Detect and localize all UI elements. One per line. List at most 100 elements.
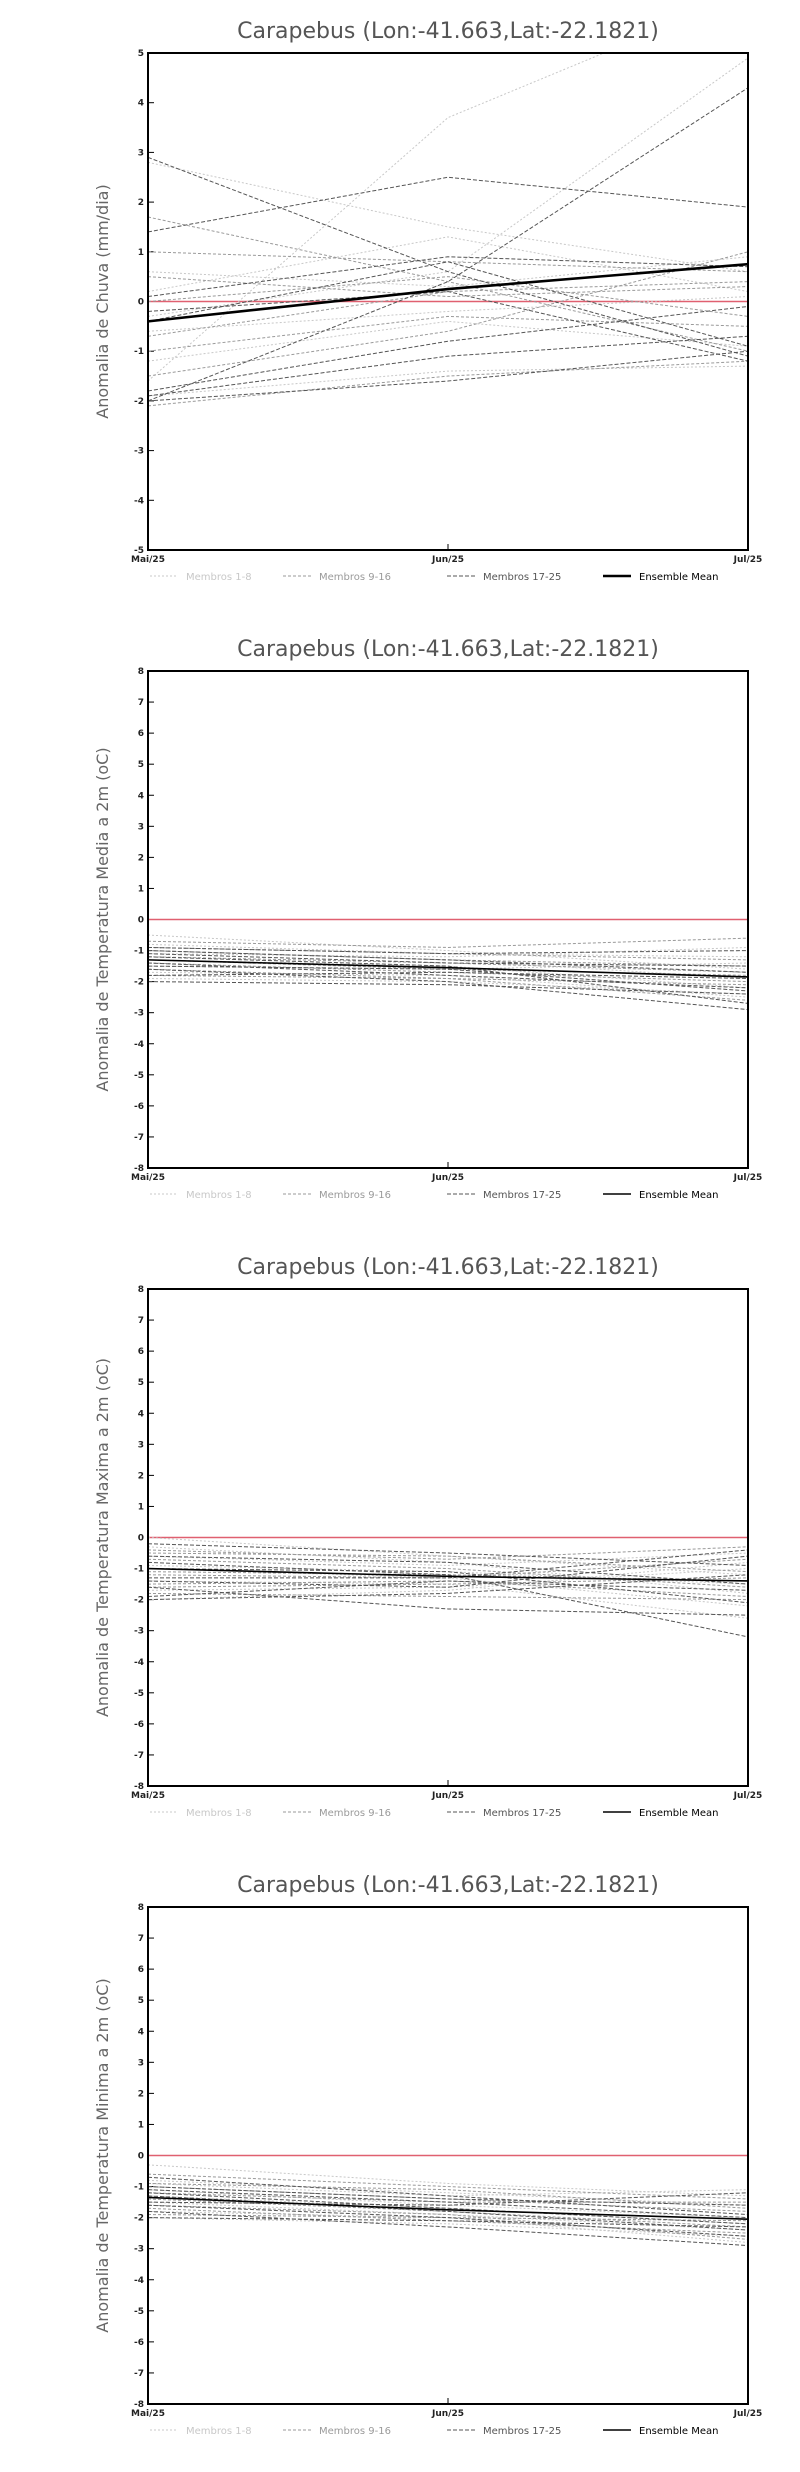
member-line <box>148 2217 748 2237</box>
y-tick-label: 2 <box>138 198 144 208</box>
y-tick-label: 3 <box>138 148 144 158</box>
member-line <box>148 968 748 1011</box>
series-group <box>148 918 748 1011</box>
legend-label: Membros 17-25 <box>483 1808 561 1819</box>
y-tick-label: 4 <box>138 791 144 801</box>
member-line <box>148 1574 748 1601</box>
member-line <box>148 2173 748 2200</box>
y-tick-label: 1 <box>138 2120 144 2130</box>
legend-label: Membros 9-16 <box>319 572 391 583</box>
member-line <box>148 946 748 958</box>
y-tick-label: 7 <box>138 1934 144 1944</box>
legend: Membros 1-8 Membros 9-16 Membros 17-25 Ense… <box>150 2426 718 2437</box>
x-tick-label: Jul/25 <box>733 555 763 565</box>
y-tick-label: 3 <box>138 2058 144 2068</box>
member-line <box>148 87 748 402</box>
chart-title: Carapebus (Lon:-41.663,Lat:-22.1821) <box>237 1873 659 1898</box>
y-tick-label: 2 <box>138 853 144 863</box>
member-line <box>148 161 748 273</box>
legend-label: Membros 9-16 <box>319 1808 391 1819</box>
y-tick-label: 3 <box>138 1440 144 1450</box>
y-tick-label: 3 <box>138 822 144 832</box>
line-chart-1: Carapebus (Lon:-41.663,Lat:-22.1821) Anom… <box>93 19 763 583</box>
x-tick-label: Jul/25 <box>733 2409 763 2419</box>
y-tick-label: 4 <box>138 1409 144 1419</box>
member-line <box>148 1561 748 1601</box>
member-line <box>148 276 748 298</box>
member-line <box>148 1568 748 1604</box>
y-tick-label: -6 <box>134 2338 144 2348</box>
series-group <box>148 53 748 407</box>
x-tick-label: Jul/25 <box>733 1791 763 1801</box>
y-tick-label: -5 <box>134 1689 144 1699</box>
y-tick-label: -7 <box>134 2369 144 2379</box>
ensemble-mean-line <box>148 262 748 323</box>
legend-label: Ensemble Mean <box>639 2426 718 2437</box>
legend-label: Membros 1-8 <box>186 2426 252 2437</box>
member-line <box>148 156 748 357</box>
member-line <box>148 2164 748 2197</box>
y-tick-label: -5 <box>134 1071 144 1081</box>
chart-title: Carapebus (Lon:-41.663,Lat:-22.1821) <box>237 1255 659 1280</box>
y-tick-label: 0 <box>138 1534 144 1544</box>
x-tick-label: Mai/25 <box>131 1791 165 1801</box>
legend-label: Membros 17-25 <box>483 572 561 583</box>
plot-frame <box>147 670 749 1169</box>
y-tick-label: -2 <box>134 978 144 988</box>
legend-label: Ensemble Mean <box>639 572 718 583</box>
member-line <box>148 1546 748 1560</box>
y-tick-label: 5 <box>138 1378 144 1388</box>
x-tick-label: Mai/25 <box>131 555 165 565</box>
y-tick-label: 7 <box>138 1316 144 1326</box>
y-tick-label: 4 <box>138 99 144 109</box>
y-tick-label: 8 <box>138 667 144 677</box>
y-axis-label: Anomalia de Temperatura Maxima a 2m (oC) <box>93 1358 112 1717</box>
member-line <box>148 981 748 995</box>
y-tick-label: -7 <box>134 1751 144 1761</box>
chart-title: Carapebus (Lon:-41.663,Lat:-22.1821) <box>237 19 659 44</box>
y-tick-label: 1 <box>138 248 144 258</box>
x-tick-label: Mai/25 <box>131 2409 165 2419</box>
legend-label: Membros 9-16 <box>319 1190 391 1201</box>
line-chart-2: Carapebus (Lon:-41.663,Lat:-22.1821) Anom… <box>93 637 762 1201</box>
member-line <box>148 2210 748 2247</box>
member-line <box>148 937 748 948</box>
series-group <box>148 2154 748 2247</box>
y-tick-label: 0 <box>138 298 144 308</box>
y-tick-label: 0 <box>138 2152 144 2162</box>
member-line <box>148 2179 748 2206</box>
legend: Membros 1-8 Membros 9-16 Membros 17-25 Ense… <box>150 1190 718 1201</box>
member-line <box>148 2195 748 2231</box>
member-line <box>148 974 748 986</box>
member-line <box>148 1552 748 1566</box>
y-tick-label: -3 <box>134 447 144 457</box>
member-line <box>148 261 748 347</box>
member-line <box>148 2176 748 2216</box>
legend-label: Ensemble Mean <box>639 1190 718 1201</box>
y-axis-label: Anomalia de Temperatura Media a 2m (oC) <box>93 747 112 1091</box>
member-line <box>148 176 748 233</box>
legend-label: Membros 17-25 <box>483 2426 561 2437</box>
plot-frame <box>147 1906 749 2405</box>
y-tick-label: 2 <box>138 1471 144 1481</box>
y-axis-label: Anomalia de Chuva (mm/dia) <box>93 184 112 418</box>
member-line <box>148 281 748 337</box>
member-line <box>148 1561 748 1638</box>
member-line <box>148 2189 748 2219</box>
ensemble-mean-line <box>148 2196 748 2220</box>
member-line <box>148 2186 748 2206</box>
member-line <box>148 305 748 392</box>
legend-label: Membros 17-25 <box>483 1190 561 1201</box>
legend-label: Membros 1-8 <box>186 1190 252 1201</box>
x-tick-label: Mai/25 <box>131 1173 165 1183</box>
y-axis-label: Anomalia de Temperatura Minima a 2m (oC) <box>93 1978 112 2332</box>
y-tick-label: -6 <box>134 1102 144 1112</box>
member-line <box>148 2204 748 2240</box>
y-tick-label: 5 <box>138 760 144 770</box>
member-line <box>148 2182 748 2209</box>
member-line <box>148 1592 748 1601</box>
y-tick-label: 1 <box>138 1502 144 1512</box>
member-line <box>148 1555 748 1588</box>
y-tick-label: 6 <box>138 1965 144 1975</box>
y-tick-label: -3 <box>134 1009 144 1019</box>
